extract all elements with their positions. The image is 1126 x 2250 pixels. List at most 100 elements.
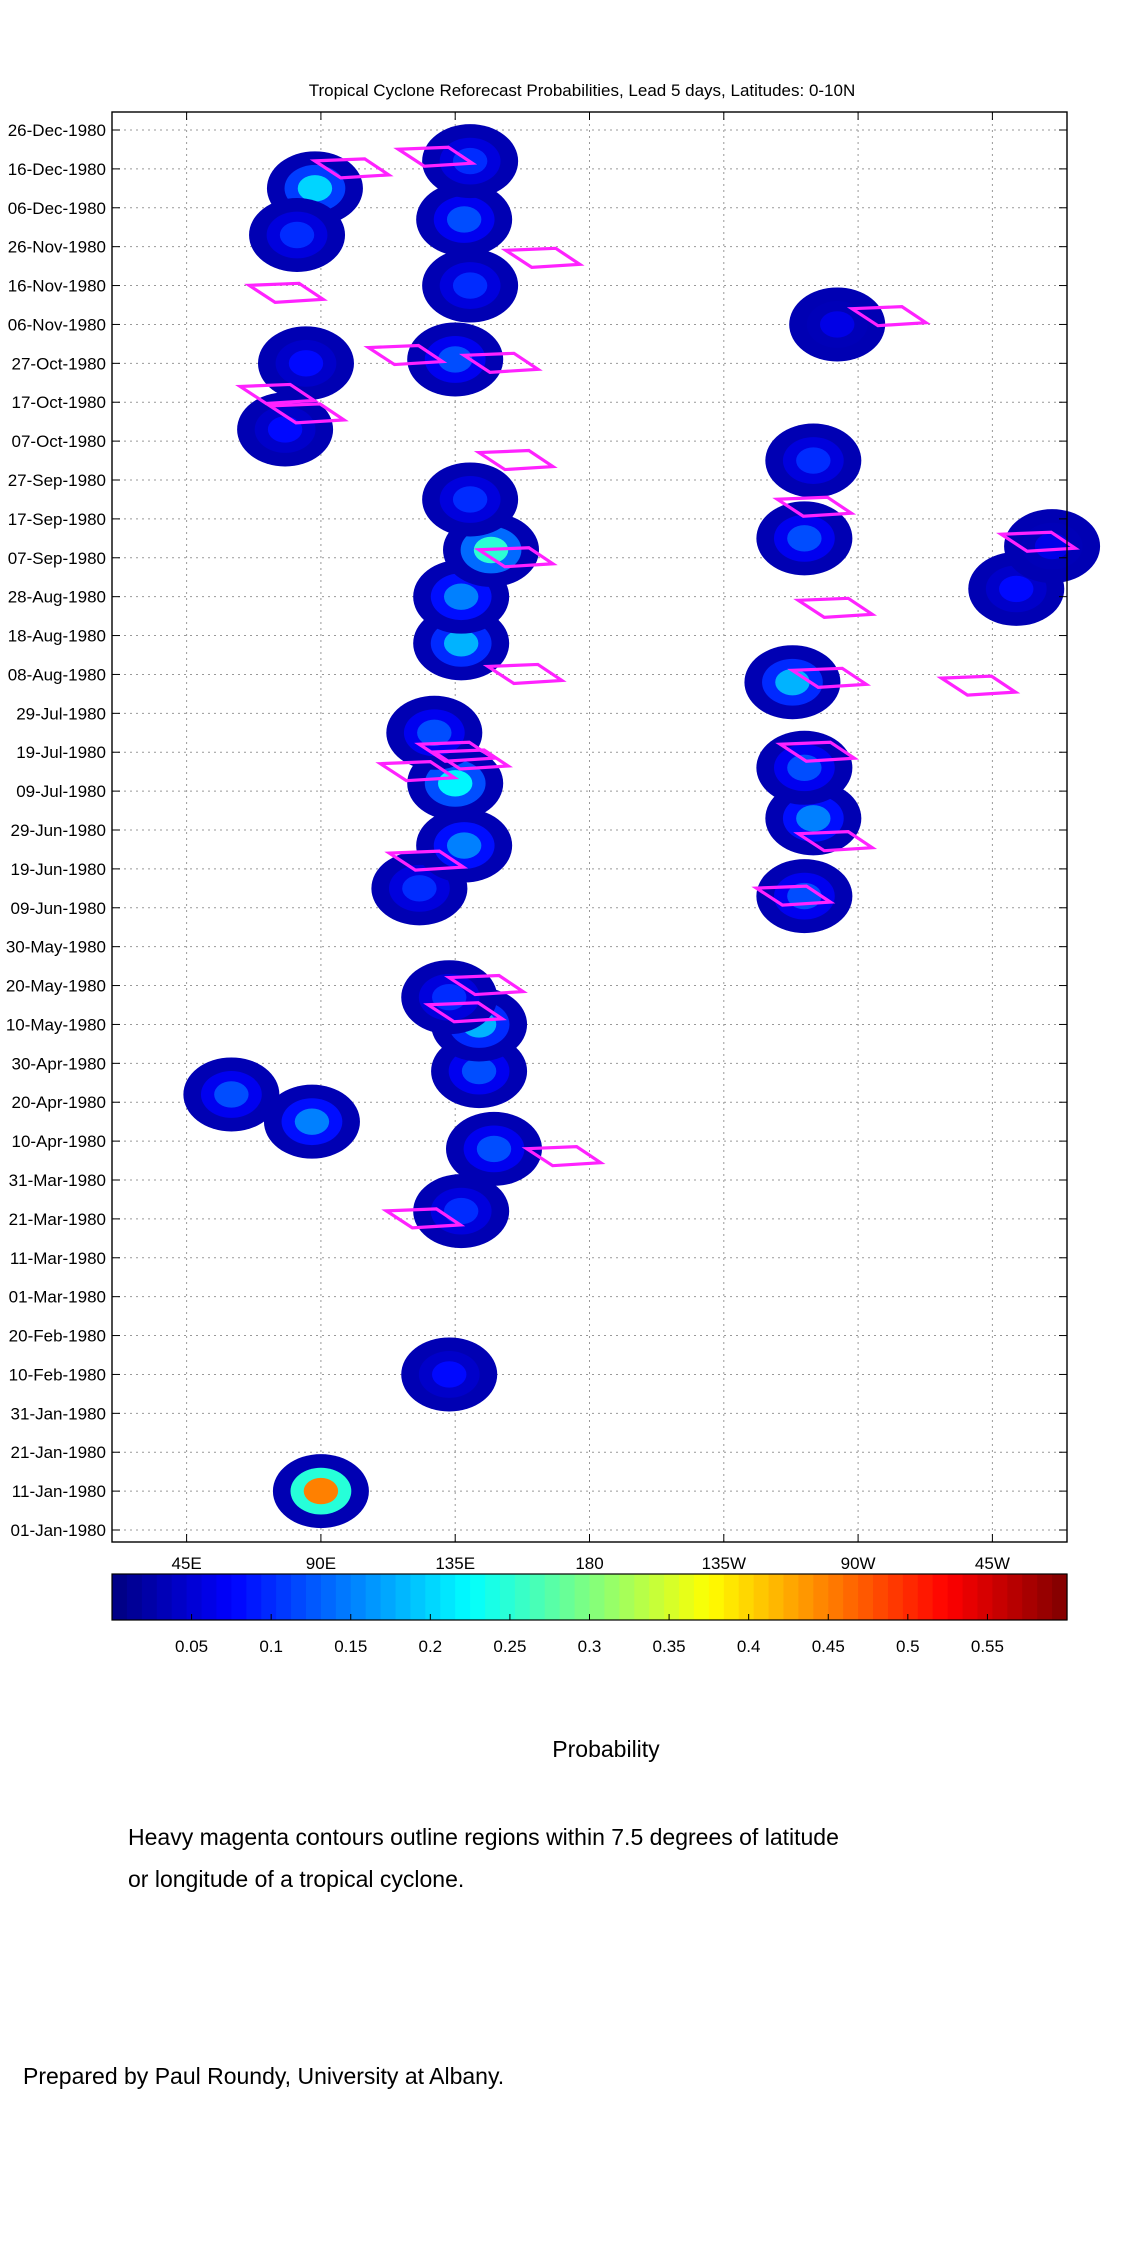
y-tick-label: 10-May-1980 [6,1015,106,1034]
colorbar-segment [873,1574,889,1620]
colorbar-segment [335,1574,352,1620]
colorbar-segment [350,1574,367,1620]
y-tick-label: 27-Oct-1980 [12,354,107,373]
colorbar-segment [1007,1574,1023,1620]
cyclone-contour [996,530,1080,553]
colorbar-segment [962,1574,979,1620]
colorbar-ticks: 0.05 0.1 0.15 0.2 0.25 0.3 0.35 0.4 0.45 0.5 0.55 [175,1614,1004,1656]
x-tick-label: 135W [702,1554,746,1573]
colorbar-segment [485,1574,501,1620]
colorbar-tick-label: 0.45 [812,1637,845,1656]
probability-blob [461,1057,497,1085]
colorbar-segment [634,1574,650,1620]
y-tick-label: 18-Aug-1980 [8,627,106,646]
cyclone-contour [414,740,499,763]
x-tick-label: 180 [575,1554,603,1573]
colorbar-segment [992,1574,1008,1620]
colorbar-segment [231,1574,247,1620]
probability-blob [446,832,482,859]
y-tick-label: 20-May-1980 [6,977,106,996]
y-tick-label: 07-Oct-1980 [12,432,107,451]
y-tick-label: 09-Jul-1980 [16,782,106,801]
colorbar-segment [708,1574,725,1620]
colorbar-segment [380,1574,397,1620]
y-tick-label: 27-Sep-1980 [8,471,106,490]
y-tick-label: 21-Mar-1980 [9,1210,106,1229]
probability-blob [438,346,473,373]
colorbar-segment [887,1574,904,1620]
y-tick-label: 01-Jan-1980 [11,1521,106,1540]
cyclone-contour [521,1145,606,1168]
colorbar-segment [201,1574,218,1620]
probability-blob [1034,532,1070,560]
cyclone-contour [751,884,836,907]
colorbar-segment [126,1574,143,1620]
cyclone-contour [458,351,543,374]
colorbar-segment [723,1574,740,1620]
colorbar-segment [544,1574,561,1620]
colorbar-tick-label: 0.4 [737,1637,761,1656]
y-tick-label: 28-Aug-1980 [8,588,106,607]
probability-blob [438,770,473,797]
y-tick-label: 26-Nov-1980 [8,238,106,257]
colorbar-segment [141,1574,158,1620]
colorbar-segment [395,1574,412,1620]
cyclone-contour [846,305,931,328]
cyclone-contour [381,1207,466,1230]
colorbar-segment [112,1574,128,1620]
x-axis: 45E 90E 135E 180 135W 90W 45W [171,112,1010,1573]
probability-blob [452,486,488,513]
colorbar-segment [753,1574,770,1620]
x-tick-label: 45W [975,1554,1010,1573]
colorbar-segment [455,1574,471,1620]
colorbar-segment [529,1574,546,1620]
cyclone-contour [793,596,878,619]
probability-blob [417,719,452,746]
probability-blob [443,583,479,610]
probability-blob [214,1081,249,1108]
colorbar-segment [813,1574,829,1620]
probability-blob [476,1135,512,1163]
cyclone-contour [772,495,857,518]
probability-blob [432,1361,467,1388]
colorbar-segment [947,1574,964,1620]
cyclone-contour [500,246,585,269]
colorbar-segment [246,1574,262,1620]
cyclone-contour [384,849,469,872]
y-tick-label: 31-Jan-1980 [11,1404,106,1423]
colorbar-segment [768,1574,785,1620]
colorbar-segment [858,1574,874,1620]
probability-blob [432,984,467,1011]
probability-blob [446,206,482,233]
colorbar-segment [276,1574,292,1620]
probability-blob [775,669,810,696]
y-tick-label: 29-Jul-1980 [16,704,106,723]
cyclone-contour [375,760,460,783]
colorbar-segment [783,1574,800,1620]
colorbar-segment [156,1574,173,1620]
cyclone-contour [309,157,394,180]
colorbar-segment [589,1574,606,1620]
colorbar-segment [679,1574,695,1620]
probability-blob [452,272,488,299]
colorbar-label: Probability [552,1736,660,1762]
probability-blob [443,630,479,657]
probability-blob [787,525,822,552]
colorbar-segment [320,1574,337,1620]
cyclone-contour [423,1001,507,1024]
y-tick-label: 16-Dec-1980 [8,160,106,179]
colorbar-tick-label: 0.35 [653,1637,686,1656]
y-axis: 01-Jan-1980 11-Jan-1980 21-Jan-1980 31-Jan-… [6,121,1067,1540]
probability-blob [796,805,831,832]
cyclone-contour [793,830,878,853]
cyclone-contour [363,343,448,367]
y-tick-label: 21-Jan-1980 [11,1443,106,1462]
colorbar-tick-label: 0.15 [334,1637,367,1656]
colorbar-segment [977,1574,993,1620]
colorbar-segment [305,1574,322,1620]
colorbar-segment [499,1574,516,1620]
chart-title: Tropical Cyclone Reforecast Probabilitie… [309,81,856,100]
colorbar-tick-label: 0.5 [896,1637,920,1656]
colorbar-tick-label: 0.05 [175,1637,208,1656]
y-tick-label: 01-Mar-1980 [9,1288,106,1307]
